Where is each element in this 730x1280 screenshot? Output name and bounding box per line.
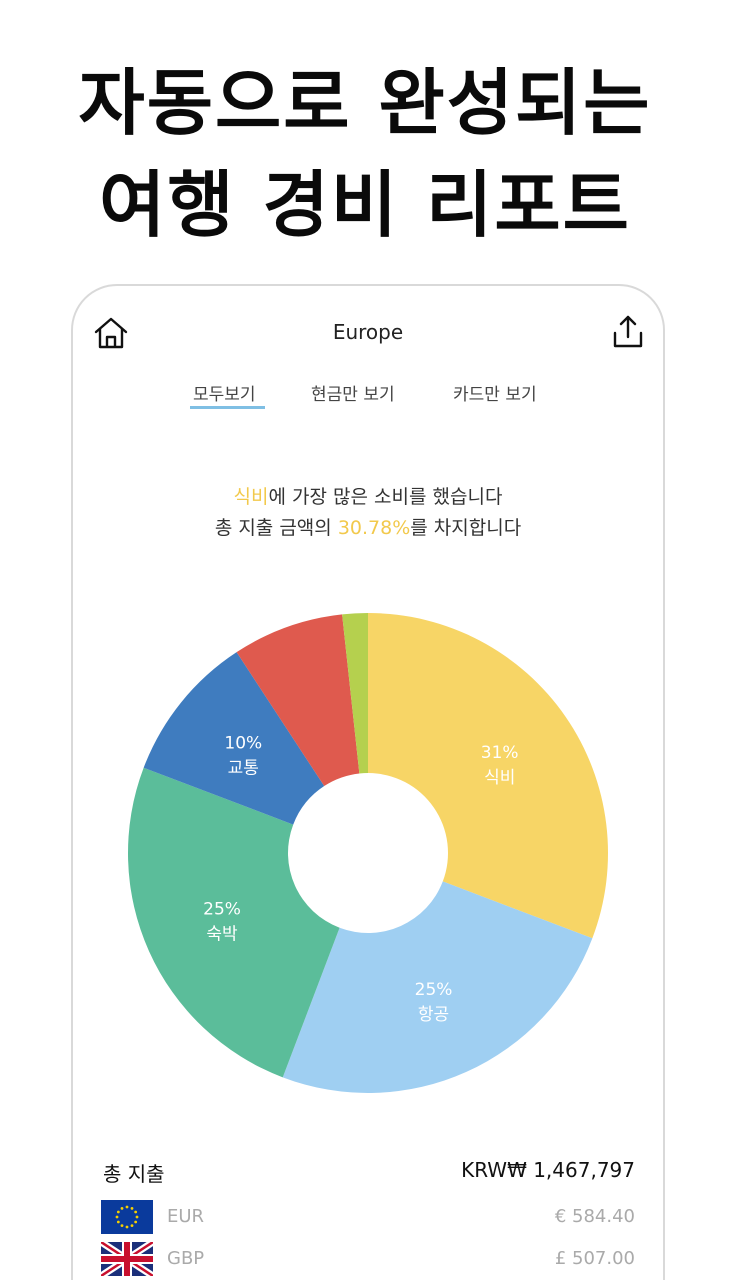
top-bar: Europe <box>73 286 663 382</box>
tab-selected-indicator <box>190 406 265 409</box>
currency-row-gbp[interactable]: GBP £ 507.00 <box>101 1242 635 1278</box>
summary-line-2-prefix: 총 지출 금액의 <box>214 517 338 539</box>
currency-code: EUR <box>167 1206 205 1227</box>
phone-frame: Europe 모두보기 현금만 보기 카드만 보기 식비에 가장 많은 소비를 … <box>71 284 665 1280</box>
summary-line-2-suffix: 를 차지합니다 <box>410 517 522 539</box>
uk-flag-icon <box>101 1242 153 1276</box>
headline: 자동으로 완성되는 여행 경비 리포트 <box>0 52 730 256</box>
slice-percent-label: 25% <box>415 980 453 1000</box>
page-title: Europe <box>332 320 404 344</box>
headline-line-1: 자동으로 완성되는 <box>78 61 652 145</box>
summary-line-1: 식비에 가장 많은 소비를 했습니다 <box>73 482 663 513</box>
top-category-percent: 30.78% <box>337 517 411 539</box>
donut-slice-1[interactable] <box>282 881 593 1093</box>
slice-category-label: 교통 <box>228 759 259 779</box>
currency-code: GBP <box>167 1248 205 1269</box>
summary-line-1-text: 에 가장 많은 소비를 했습니다 <box>268 486 503 508</box>
slice-percent-label: 25% <box>203 900 241 920</box>
slice-category-label: 식비 <box>484 768 515 788</box>
donut-slice-5[interactable] <box>342 613 368 774</box>
tab-card-only[interactable]: 카드만 보기 <box>453 385 537 405</box>
total-spending-row: 총 지출 KRW₩ 1,467,797 <box>103 1158 635 1190</box>
eu-flag-icon <box>101 1200 153 1234</box>
donut-slice-3[interactable] <box>143 652 325 825</box>
share-icon[interactable] <box>611 314 645 350</box>
donut-slice-4[interactable] <box>236 614 360 787</box>
slice-percent-label: 10% <box>224 734 262 754</box>
summary-line-2: 총 지출 금액의 30.78%를 차지합니다 <box>73 513 663 544</box>
total-spending-value: KRW₩ 1,467,797 <box>461 1158 635 1182</box>
expense-donut-chart: 31% 식비 25% 항공 25% 숙박 10% 교통 <box>127 613 608 1093</box>
currency-amount: £ 507.00 <box>554 1248 635 1269</box>
slice-percent-label: 31% <box>481 743 519 763</box>
currency-row-eur[interactable]: EUR € 584.40 <box>101 1200 635 1236</box>
headline-line-2: 여행 경비 리포트 <box>99 163 631 247</box>
donut-slice-2[interactable] <box>127 767 340 1078</box>
tab-all[interactable]: 모두보기 <box>193 385 256 405</box>
top-category-highlight: 식비 <box>233 486 269 508</box>
home-icon[interactable] <box>93 316 129 350</box>
total-spending-label: 총 지출 <box>103 1162 165 1186</box>
slice-category-label: 항공 <box>418 1005 449 1025</box>
donut-slice-0[interactable] <box>368 613 608 939</box>
filter-tabs: 모두보기 현금만 보기 카드만 보기 <box>73 380 663 420</box>
tab-cash-only[interactable]: 현금만 보기 <box>311 385 395 405</box>
spending-summary: 식비에 가장 많은 소비를 했습니다 총 지출 금액의 30.78%를 차지합니… <box>73 482 663 544</box>
currency-amount: € 584.40 <box>554 1206 635 1227</box>
slice-category-label: 숙박 <box>206 925 238 945</box>
